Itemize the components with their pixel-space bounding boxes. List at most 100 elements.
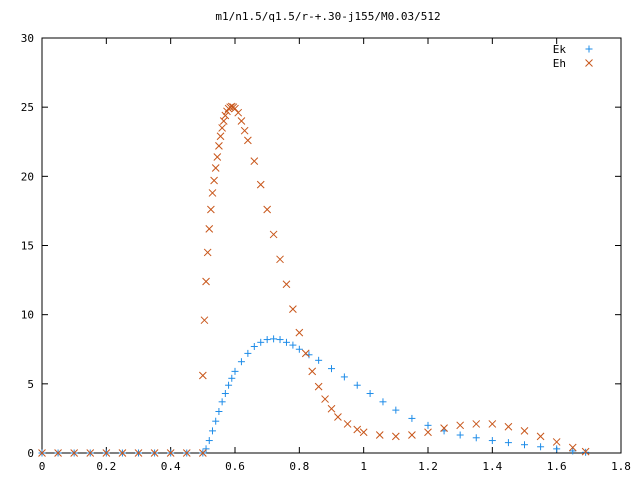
- y-tick-label: 15: [21, 240, 34, 253]
- data-point: [315, 356, 323, 364]
- data-point: [221, 390, 229, 398]
- data-point: [218, 398, 226, 406]
- marker-stroke: [282, 280, 291, 289]
- data-point: [182, 449, 191, 457]
- marker-stroke: [216, 132, 225, 141]
- marker-stroke: [54, 449, 62, 457]
- data-point: [270, 335, 278, 343]
- data-point: [581, 447, 590, 456]
- data-point: [276, 255, 284, 264]
- data-point: [200, 316, 209, 325]
- data-point: [203, 248, 212, 257]
- marker-stroke: [231, 104, 239, 113]
- data-point: [38, 449, 46, 457]
- data-point: [375, 431, 384, 439]
- marker-stroke: [218, 124, 226, 132]
- marker-stroke: [327, 404, 336, 413]
- x-tick-label: 1.4: [482, 460, 502, 473]
- data-point: [328, 365, 335, 373]
- data-point: [392, 406, 400, 414]
- data-point: [237, 358, 245, 366]
- marker-stroke: [585, 59, 593, 67]
- marker-stroke: [203, 248, 212, 257]
- x-tick-label: 1: [360, 460, 367, 473]
- data-point: [102, 449, 111, 457]
- data-point: [202, 445, 210, 453]
- marker-stroke: [375, 431, 384, 439]
- data-point: [118, 449, 127, 457]
- marker-stroke: [424, 428, 432, 437]
- data-point: [359, 428, 368, 437]
- marker-stroke: [215, 142, 223, 150]
- series-eh: [38, 102, 590, 457]
- data-point: [295, 328, 304, 337]
- data-point: [340, 373, 348, 381]
- data-point: [240, 126, 249, 135]
- marker-stroke: [38, 449, 46, 457]
- data-point: [225, 381, 233, 389]
- data-point: [301, 349, 310, 358]
- data-point: [244, 136, 252, 145]
- marker-stroke: [295, 328, 304, 337]
- data-point: [208, 427, 216, 435]
- marker-stroke: [504, 422, 513, 431]
- marker-stroke: [359, 428, 368, 437]
- data-point: [263, 205, 272, 214]
- data-point: [456, 421, 465, 430]
- data-point: [552, 438, 561, 446]
- marker-stroke: [234, 108, 243, 117]
- x-tick-label: 1.2: [418, 460, 438, 473]
- data-point: [244, 349, 252, 357]
- data-point: [353, 425, 362, 434]
- data-point: [334, 413, 342, 421]
- marker-stroke: [520, 427, 529, 435]
- data-point: [231, 104, 239, 113]
- data-point: [86, 449, 95, 457]
- x-tick-label: 0.2: [96, 460, 116, 473]
- marker-stroke: [536, 432, 545, 441]
- marker-stroke: [213, 153, 222, 161]
- marker-stroke: [581, 447, 590, 456]
- data-point: [408, 414, 416, 422]
- data-point: [54, 449, 62, 457]
- marker-stroke: [226, 103, 235, 112]
- x-tick-label: 0: [39, 460, 46, 473]
- data-point: [205, 437, 213, 445]
- data-point: [226, 103, 235, 112]
- marker-stroke: [182, 449, 191, 457]
- data-point: [208, 189, 217, 197]
- data-point: [231, 367, 239, 375]
- marker-stroke: [552, 438, 561, 446]
- marker-stroke: [166, 449, 175, 457]
- data-point: [269, 230, 278, 239]
- marker-stroke: [408, 431, 416, 439]
- marker-stroke: [210, 176, 218, 185]
- marker-stroke: [118, 449, 127, 457]
- data-point: [216, 132, 225, 141]
- legend-marker-ek: [585, 45, 593, 53]
- data-point: [472, 434, 480, 442]
- data-point: [424, 428, 432, 437]
- data-point: [488, 437, 496, 445]
- marker-stroke: [276, 255, 284, 264]
- marker-stroke: [301, 349, 310, 358]
- marker-stroke: [219, 117, 228, 125]
- data-point: [256, 180, 265, 189]
- data-point: [408, 431, 416, 439]
- data-point: [353, 381, 361, 389]
- data-point: [221, 111, 230, 120]
- data-point: [263, 336, 271, 344]
- marker-stroke: [202, 277, 210, 286]
- marker-stroke: [237, 117, 246, 125]
- series-ek: [38, 335, 590, 457]
- data-point: [314, 382, 323, 391]
- marker-stroke: [314, 382, 323, 391]
- x-tick-label: 1.6: [547, 460, 567, 473]
- series-layer: [38, 102, 590, 457]
- marker-stroke: [488, 420, 497, 428]
- data-point: [295, 345, 303, 353]
- x-tick-label: 0.4: [161, 460, 181, 473]
- data-point: [569, 447, 577, 455]
- marker-stroke: [263, 205, 272, 214]
